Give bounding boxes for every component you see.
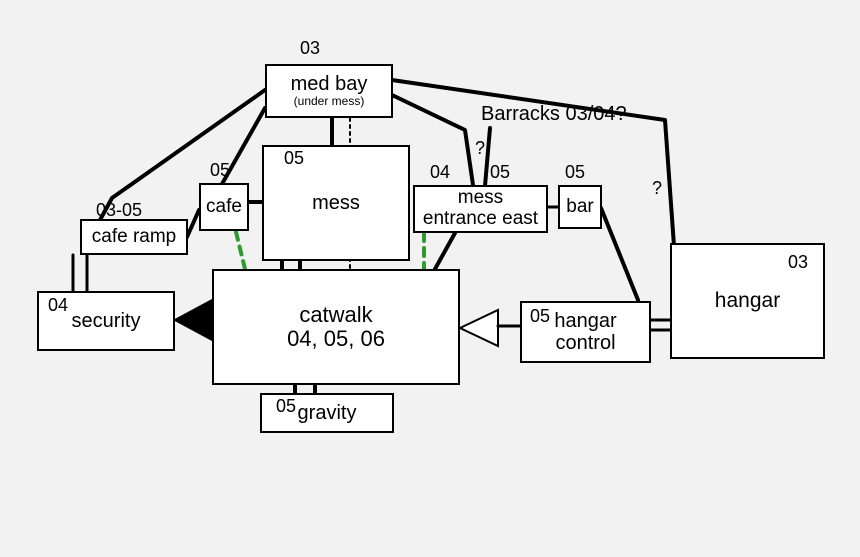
cafe-tag: 05: [210, 160, 230, 181]
medbay-label: med bay: [291, 73, 368, 95]
hangar-tag: 03: [788, 252, 808, 273]
messentrance-tag: 04: [430, 162, 450, 183]
medbay-tag: 03: [300, 38, 320, 59]
medbay-sub: (under mess): [294, 95, 365, 108]
bar-label: bar: [566, 197, 593, 218]
node-cafe: cafe: [199, 183, 249, 231]
catwalk-label: catwalk 04, 05, 06: [287, 303, 385, 351]
node-bar: bar: [558, 185, 602, 229]
cafe-label: cafe: [206, 197, 242, 218]
q1-annotation: ?: [475, 138, 485, 159]
caferamp-label: cafe ramp: [92, 227, 176, 248]
mess-label: mess: [312, 192, 360, 214]
node-caferamp: cafe ramp: [80, 219, 188, 255]
node-catwalk: catwalk 04, 05, 06: [212, 269, 460, 385]
node-messentrance: mess entrance east: [413, 185, 548, 233]
node-medbay: med bay (under mess): [265, 64, 393, 118]
hangar-label: hangar: [715, 289, 780, 312]
security-label: security: [72, 310, 141, 332]
messentrance-label: mess entrance east: [423, 188, 538, 230]
gravity-label: gravity: [298, 402, 357, 424]
messentrance-tag05: 05: [490, 162, 510, 183]
q2-annotation: ?: [652, 178, 662, 199]
bar-tag: 05: [565, 162, 585, 183]
caferamp-tag: 03-05: [96, 200, 142, 221]
security-tag: 04: [48, 295, 68, 316]
gravity-tag: 05: [276, 396, 296, 417]
hangarctrl-label: hangar control: [554, 310, 616, 354]
hangarctrl-tag: 05: [530, 306, 550, 327]
barracks-annotation: Barracks 03/04?: [481, 103, 627, 126]
mess-tag: 05: [284, 148, 304, 169]
